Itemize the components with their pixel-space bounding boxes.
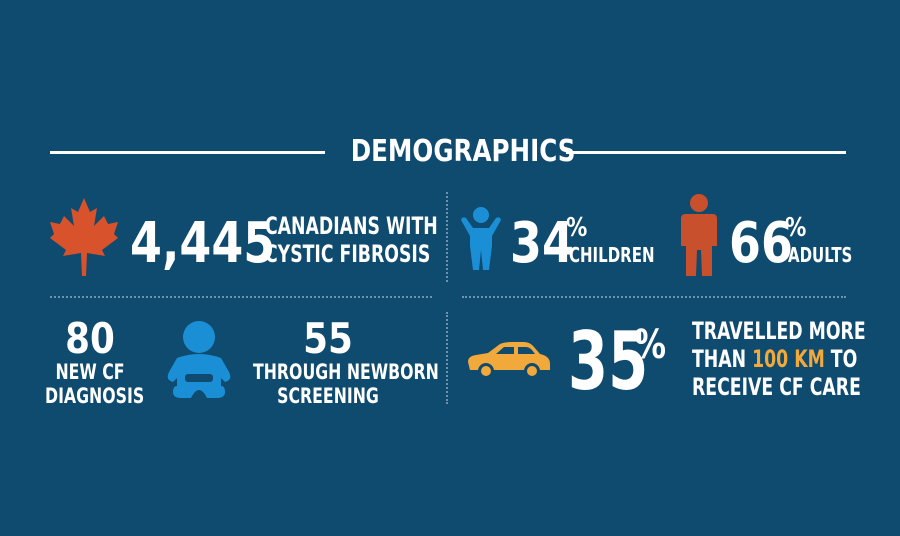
diagnosis-label-line2: DIAGNOSIS <box>45 384 145 408</box>
children-number: 34 <box>510 211 574 276</box>
travel-distance-highlight: 100 KM <box>752 345 825 373</box>
travel-number: 35 <box>568 315 649 408</box>
travel-label-line2-post: TO <box>824 345 858 373</box>
title-rule-left <box>50 151 325 154</box>
diagnosis-label-line1: NEW CF <box>55 360 125 384</box>
newborn-label-line2: SCREENING <box>277 384 379 408</box>
canadians-label-line2: CYSTIC FIBROSIS <box>265 240 431 268</box>
children-percent: % <box>566 213 588 243</box>
travel-label-line2-pre: THAN <box>692 345 753 373</box>
adult-icon <box>681 194 717 276</box>
title-rule-right <box>566 151 846 154</box>
child-icon <box>461 207 501 270</box>
travel-percent: % <box>634 322 667 368</box>
divider-vertical-bottom <box>446 312 448 404</box>
travel-label-line2: THAN 100 KM TO <box>692 345 858 374</box>
divider-horizontal-left <box>50 296 432 298</box>
maple-leaf-icon <box>50 198 118 276</box>
travel-label-line1: TRAVELLED MORE <box>692 317 866 345</box>
newborn-label-line1: THROUGH NEWBORN <box>253 360 439 384</box>
divider-vertical-top <box>446 192 448 282</box>
diagnosis-number: 80 <box>65 314 115 363</box>
canadians-label-line1: CANADIANS WITH <box>265 212 438 240</box>
adults-percent: % <box>785 213 807 243</box>
car-icon <box>468 342 550 379</box>
children-label: CHILDREN <box>569 243 655 267</box>
adults-number: 66 <box>729 211 793 276</box>
baby-icon <box>167 321 231 398</box>
newborn-number: 55 <box>303 314 353 363</box>
adults-label: ADULTS <box>788 243 853 267</box>
divider-horizontal-right <box>462 296 846 298</box>
travel-label-line3: RECEIVE CF CARE <box>692 373 861 401</box>
section-title: DEMOGRAPHICS <box>350 134 576 169</box>
canadians-number: 4,445 <box>130 211 276 276</box>
